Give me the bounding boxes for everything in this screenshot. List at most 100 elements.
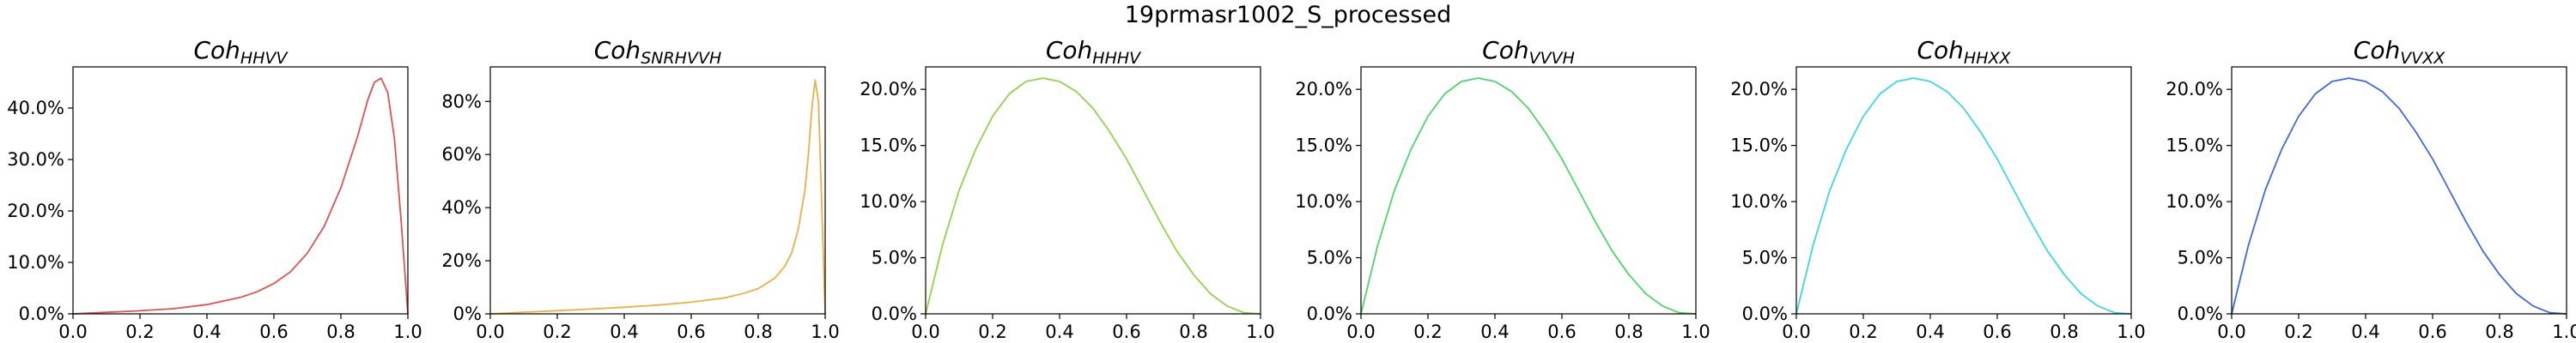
y-tick-label: 0.0%: [19, 304, 64, 324]
y-tick-label: 80%: [441, 91, 482, 111]
x-tick-label: 0.8: [1179, 322, 1207, 342]
series-line-1-1: [72, 77, 409, 315]
axes-frame: [489, 66, 826, 315]
y-tick-label: 10.0%: [1295, 191, 1352, 212]
subplot-4: 0.0 0.2 0.4 0.6 0.8 1.0 0.0% 5.0% 10.0% 15.0% 20.0…: [1295, 36, 1710, 342]
y-tick-label: 15.0%: [1295, 135, 1352, 156]
series-line-5-1: [1795, 77, 2132, 315]
series-line-4-1: [1360, 77, 1697, 315]
x-tick-label: 0.4: [610, 322, 638, 342]
y-tick-label: 5.0%: [1742, 248, 1788, 268]
x-tick-label: 0.0: [1346, 322, 1375, 342]
x-tick-label: 0.4: [1480, 322, 1509, 342]
y-tick-label: 10.0%: [2166, 191, 2223, 212]
x-tick-label: 1.0: [2552, 322, 2576, 342]
series-line-6-1: [2231, 77, 2567, 315]
x-tick-label: 0.6: [677, 322, 705, 342]
subplot-title-main: Coh: [1917, 36, 1963, 64]
x-tick-label: 0.6: [2418, 322, 2446, 342]
x-tick-label: 1.0: [1681, 322, 1710, 342]
subplot-title: CohHHVV: [193, 36, 289, 68]
figure-title: 19prmasr1002_S_processed: [1124, 2, 1452, 28]
axes-frame: [925, 66, 1261, 315]
y-tick-label: 10.0%: [1730, 191, 1788, 212]
y-tick-label: 0%: [453, 304, 482, 324]
x-tick-label: 0.0: [1782, 322, 1810, 342]
y-tick-label: 5.0%: [1307, 248, 1352, 268]
subplot-title-main: Coh: [1482, 36, 1528, 64]
y-tick-label: 0.0%: [2178, 304, 2223, 324]
y-tick-label: 0.0%: [872, 304, 917, 324]
x-tick-label: 1.0: [2117, 322, 2145, 342]
subplot-6: 0.0 0.2 0.4 0.6 0.8 1.0 0.0% 5.0% 10.0% 15.0% 20.0…: [2166, 36, 2576, 342]
x-tick-label: 0.4: [192, 322, 221, 342]
series-line-2-1: [489, 79, 826, 315]
y-tick-label: 40.0%: [7, 98, 64, 118]
x-tick-label: 0.2: [2284, 322, 2312, 342]
subplot-title: CohVVVH: [1482, 36, 1575, 68]
subplot-title-main: Coh: [2354, 36, 2400, 64]
y-tick-label: 15.0%: [1730, 135, 1788, 156]
subplot-title-subscript: HHXX: [1964, 49, 2012, 68]
x-tick-label: 0.2: [125, 322, 154, 342]
subplot-title: CohVVXX: [2354, 36, 2445, 68]
x-tick-label: 0.0: [58, 322, 87, 342]
y-tick-label: 5.0%: [2178, 248, 2223, 268]
subplot-title-main: Coh: [193, 36, 240, 64]
y-tick-label: 10.0%: [860, 191, 917, 212]
axes-frame: [1360, 66, 1697, 315]
y-tick-label: 20%: [441, 250, 482, 271]
y-tick-label: 15.0%: [2166, 135, 2223, 156]
x-tick-label: 0.0: [911, 322, 939, 342]
x-tick-label: 0.4: [1045, 322, 1073, 342]
y-tick-label: 20.0%: [2166, 79, 2223, 99]
y-tick-label: 20.0%: [1730, 79, 1788, 99]
y-tick-label: 20.0%: [860, 79, 917, 99]
axes-frame: [2231, 66, 2567, 315]
subplot-3: 0.0 0.2 0.4 0.6 0.8 1.0 0.0% 5.0% 10.0% 15.0% 20.0…: [860, 36, 1274, 342]
x-tick-label: 0.8: [326, 322, 355, 342]
axes-frame: [1795, 66, 2132, 315]
x-tick-label: 1.0: [1246, 322, 1274, 342]
y-tick-label: 0.0%: [1742, 304, 1788, 324]
subplot-title-subscript: VVVH: [1529, 49, 1575, 68]
x-tick-label: 0.2: [978, 322, 1006, 342]
y-tick-label: 20.0%: [7, 201, 64, 221]
x-tick-label: 1.0: [811, 322, 839, 342]
x-tick-label: 0.6: [1983, 322, 2011, 342]
subplot-5: 0.0 0.2 0.4 0.6 0.8 1.0 0.0% 5.0% 10.0% 15.0% 20.0…: [1730, 36, 2145, 342]
x-tick-label: 0.6: [1547, 322, 1576, 342]
subplot-title: CohHHXX: [1917, 36, 2011, 68]
x-tick-label: 0.4: [2351, 322, 2379, 342]
x-tick-label: 1.0: [393, 322, 422, 342]
x-tick-label: 0.4: [1916, 322, 1944, 342]
subplot-title-main: Coh: [1046, 36, 1092, 64]
x-tick-label: 0.2: [543, 322, 571, 342]
subplot-2: 0.0 0.2 0.4 0.6 0.8 1.0 0% 20% 40% 60% 80% CohSNRHV…: [441, 36, 839, 342]
subplot-title: CohSNRHVVH: [594, 36, 721, 68]
y-tick-label: 30.0%: [7, 149, 64, 170]
x-tick-label: 0.0: [476, 322, 504, 342]
subplot-title-subscript: SNRHVVH: [641, 49, 721, 68]
subplot-title-subscript: HHHV: [1092, 49, 1142, 68]
y-tick-label: 15.0%: [860, 135, 917, 156]
x-tick-label: 0.8: [1614, 322, 1643, 342]
y-tick-label: 5.0%: [872, 248, 917, 268]
x-tick-label: 0.6: [259, 322, 288, 342]
y-tick-label: 10.0%: [7, 252, 64, 273]
x-tick-label: 0.8: [2485, 322, 2513, 342]
subplot-title-main: Coh: [594, 36, 641, 64]
x-tick-label: 0.8: [744, 322, 772, 342]
series-line-3-1: [925, 77, 1261, 315]
y-tick-label: 20.0%: [1295, 79, 1352, 99]
x-tick-label: 0.2: [1849, 322, 1877, 342]
y-tick-label: 60%: [441, 144, 482, 165]
subplot-title-subscript: HHVV: [240, 49, 289, 68]
subplot-title: CohHHHV: [1046, 36, 1142, 68]
y-tick-label: 0.0%: [1307, 304, 1352, 324]
x-tick-label: 0.8: [2050, 322, 2078, 342]
y-tick-label: 40%: [441, 197, 482, 218]
x-tick-label: 0.2: [1413, 322, 1442, 342]
axes-frame: [72, 66, 409, 315]
